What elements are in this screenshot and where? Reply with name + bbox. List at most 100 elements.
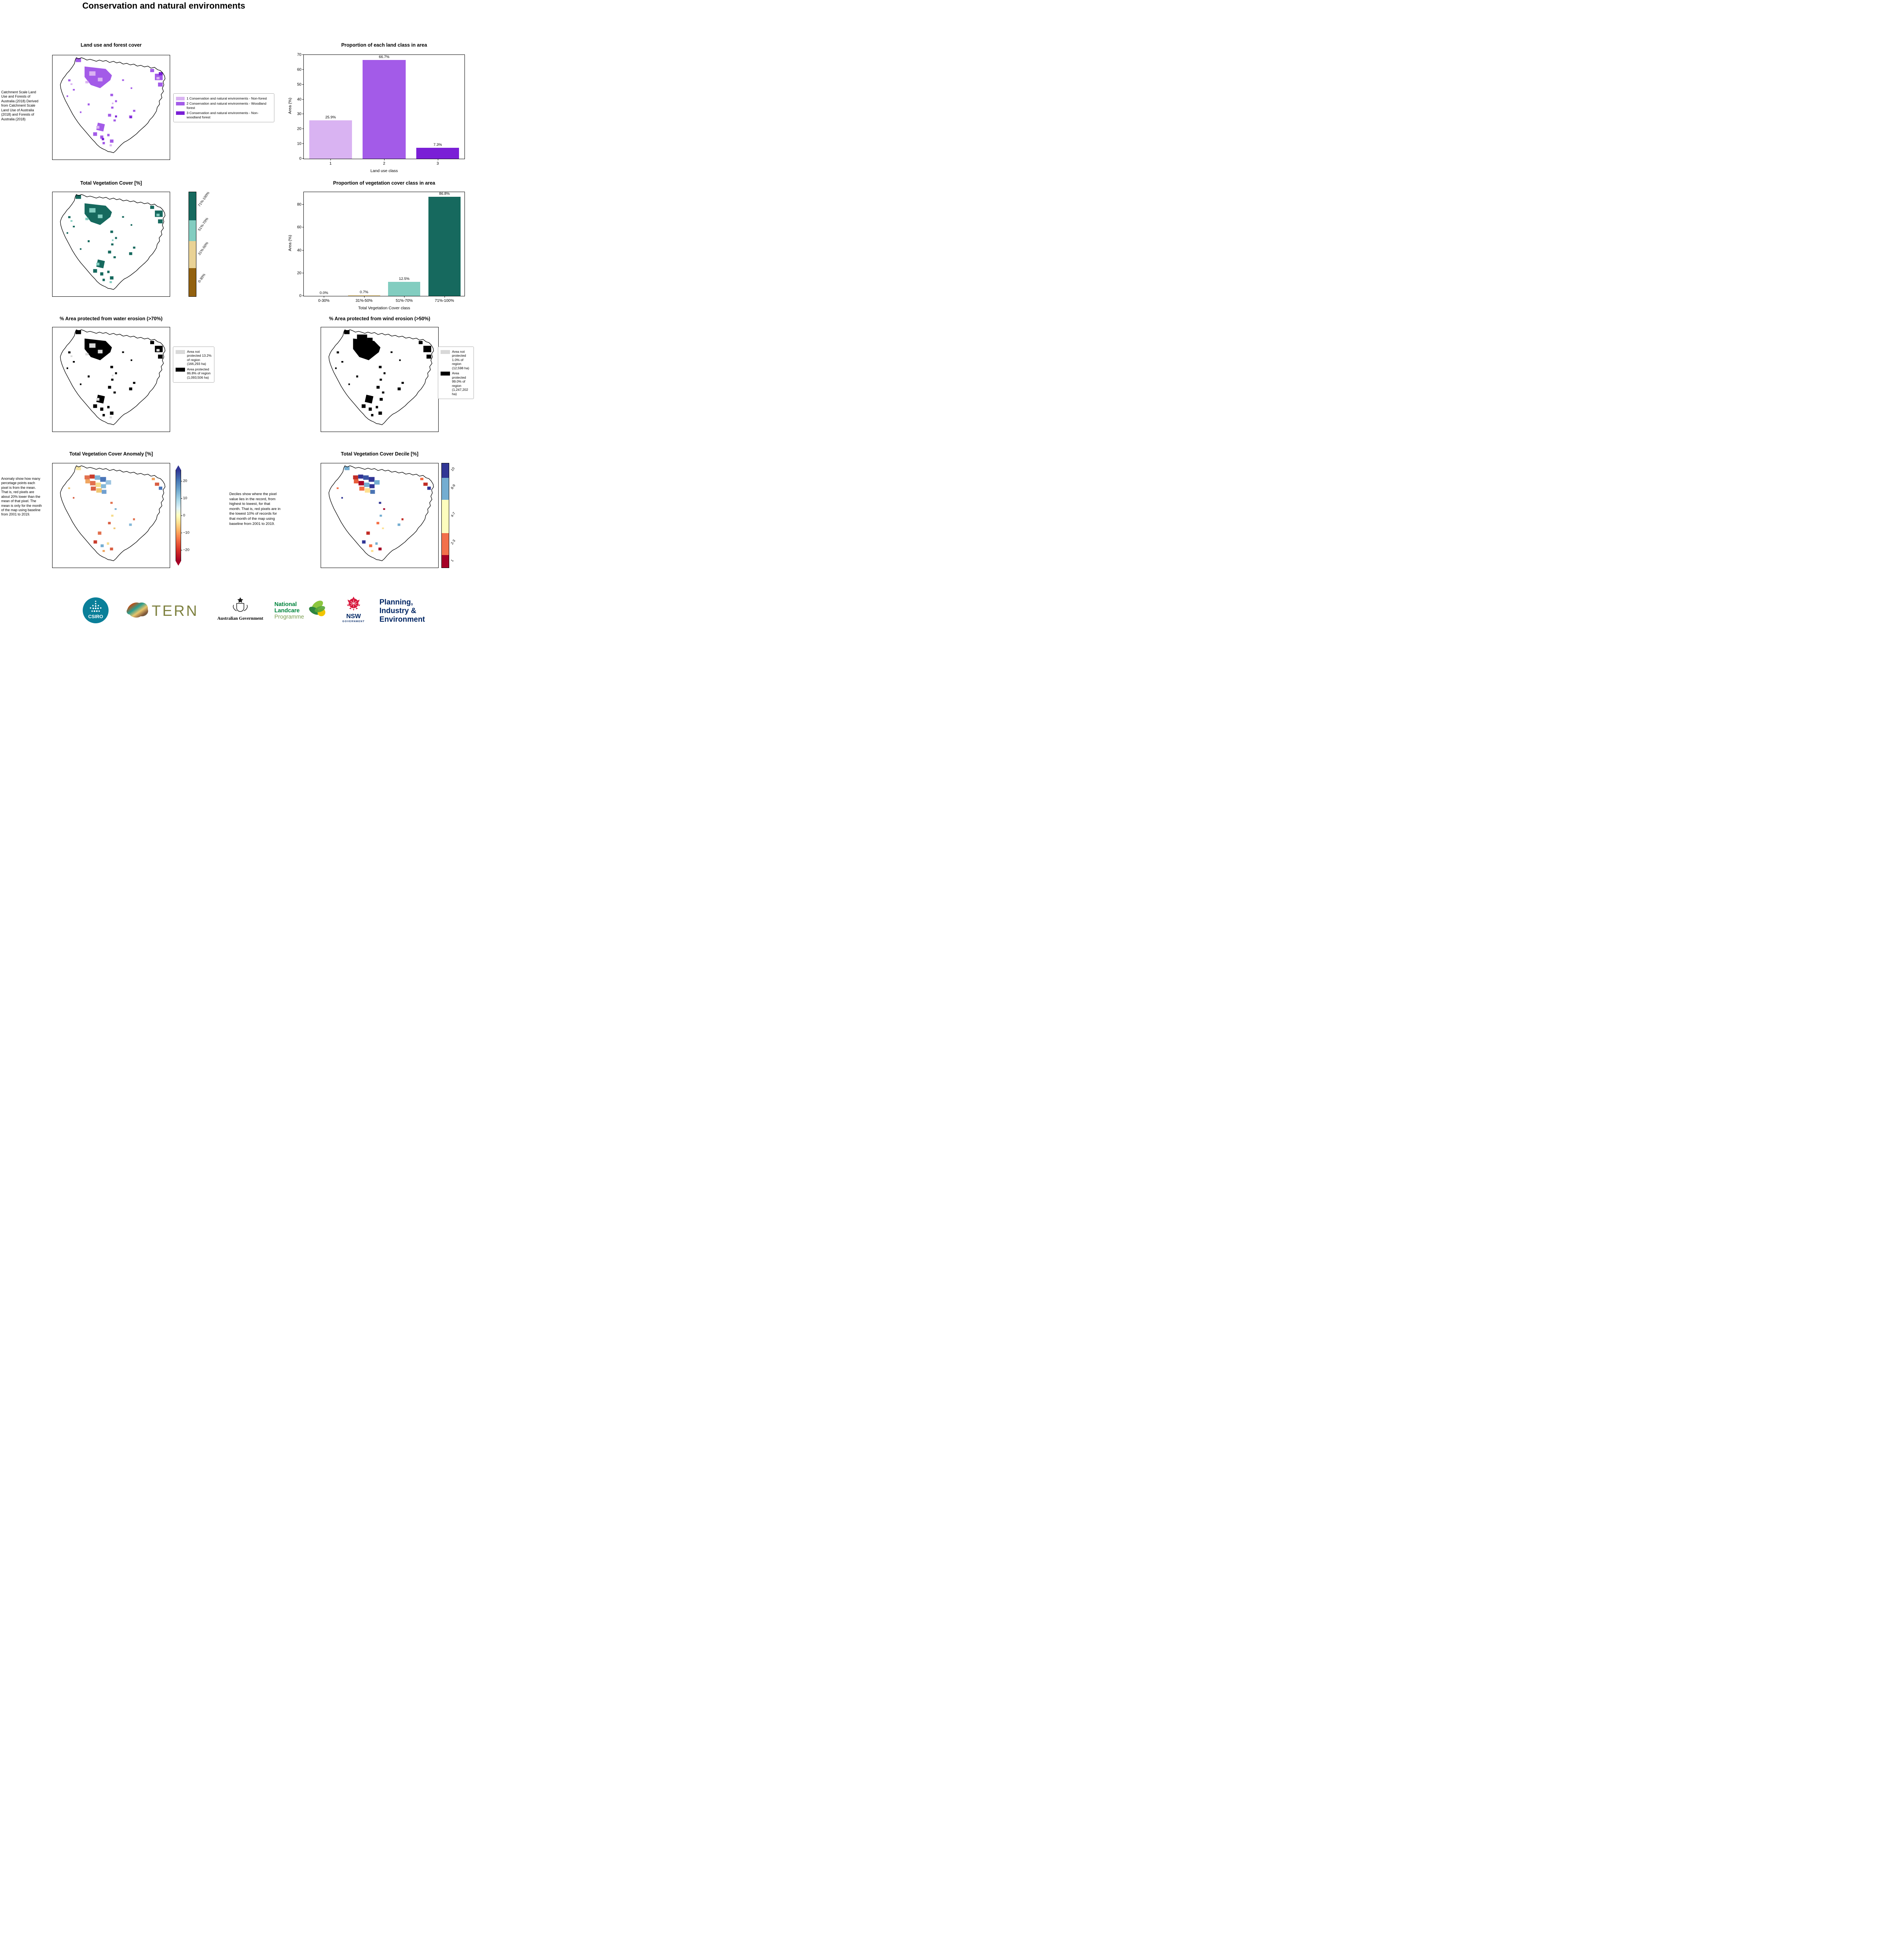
bar-value-label: 25.9% [325, 115, 336, 120]
legend-item: 2 Conservation and natural environments … [176, 102, 272, 110]
y-tick [302, 143, 304, 144]
y-tick-label: 40 [297, 97, 301, 102]
x-tick-label: 0-30% [318, 299, 330, 303]
x-tick-label: 2 [383, 162, 385, 166]
y-tick [302, 99, 304, 100]
bar-2 [363, 60, 406, 159]
bar-71%-100% [428, 197, 461, 296]
catchment-boundary [328, 329, 434, 425]
tern-logo: TERN [124, 599, 199, 624]
veg-cover-map-title: Total Vegetation Cover [%] [80, 180, 142, 186]
land-use-map-canvas [60, 57, 165, 153]
legend-swatch-not-protected [176, 350, 185, 354]
land-use-source-note: Catchment Scale Land Use and Forests of … [1, 90, 38, 121]
y-tick-label: 40 [297, 248, 301, 253]
colorbar-segment [442, 500, 449, 534]
colorbar-tick-label: −20 [183, 548, 190, 552]
tern-wordmark: TERN [152, 603, 198, 619]
wind-protected-extra-patches [357, 334, 383, 401]
legend-item: Area not protected 13.2% of region (166,… [176, 350, 212, 366]
veg-cover-colorbar: 71%-100% 51%-70% 31%-50% 0-30% [189, 191, 210, 297]
legend-label-protected: Area protected 99.0% of region (1,247,20… [452, 371, 468, 396]
decile-map-title: Total Vegetation Cover Decile [%] [341, 451, 419, 457]
legend-item: 3 Conservation and natural environments … [176, 111, 272, 119]
decile-map [321, 463, 439, 568]
colorbar-segment [442, 533, 449, 555]
colorbar-tick [181, 498, 182, 499]
catchment-boundary [60, 194, 165, 290]
colorbar-segment-label: 31%-50% [197, 241, 209, 256]
legend-swatch-woodland-forest [176, 102, 185, 106]
vegclass-chart-title: Proportion of vegetation cover class in … [333, 180, 435, 186]
water-not-protected-patches [70, 343, 160, 419]
colorbar-segment [189, 268, 196, 296]
wind-protected-patches [335, 330, 432, 417]
colorbar-tick-label: −10 [183, 530, 190, 535]
colorbar-arrow-down-icon [176, 561, 181, 566]
bar-value-label: 0.0% [319, 291, 328, 295]
veg-mid-cover-patches [70, 208, 160, 283]
y-tick-label: 0 [299, 294, 301, 298]
legend-swatch-protected [441, 372, 450, 376]
decile-map-canvas [328, 465, 434, 561]
landclass-chart-xlabel: Land use class [370, 169, 398, 173]
land-use-map-title: Land use and forest cover [80, 42, 142, 48]
colorbar-segment [442, 478, 449, 500]
x-tick [384, 159, 385, 160]
legend-swatch-non-woodland-forest [176, 111, 185, 115]
bar-31%-50% [348, 295, 380, 296]
legend-label-protected: Area protected 86.8% of region (1,093,50… [187, 367, 211, 379]
woodland-forest-patches [66, 58, 163, 145]
y-tick [302, 69, 304, 70]
water-erosion-map-canvas [60, 329, 165, 425]
csiro-logo: CSIRO [83, 597, 109, 625]
land-use-legend: 1 Conservation and natural environments … [173, 93, 274, 123]
water-erosion-map-title: % Area protected from water erosion (>70… [60, 316, 163, 321]
legend-item: Area protected 86.8% of region (1,093,50… [176, 367, 212, 379]
y-tick-label: 80 [297, 202, 301, 207]
legend-label-woodland-forest: 2 Conservation and natural environments … [187, 102, 267, 110]
csiro-wordmark: CSIRO [88, 614, 103, 619]
water-erosion-legend: Area not protected 13.2% of region (166,… [173, 347, 214, 383]
colorbar-segment-label: 4-7 [450, 511, 456, 518]
catchment-boundary [60, 329, 165, 425]
non-forest-patches [70, 71, 160, 147]
nsw-wordmark: NSW [346, 613, 361, 620]
vegclass-chart-xlabel: Total Vegetation Cover class [358, 306, 410, 310]
colorbar-segment-label: 71%-100% [197, 191, 210, 207]
wind-erosion-legend: Area not protected 1.0% of region (12,59… [438, 347, 474, 399]
legend-label-non-woodland-forest: 3 Conservation and natural environments … [187, 111, 259, 119]
wind-erosion-map-title: % Area protected from wind erosion (>50%… [329, 316, 430, 321]
catchment-boundary [60, 57, 165, 153]
colorbar-segment [442, 463, 449, 478]
anomaly-map-title: Total Vegetation Cover Anomaly [%] [69, 451, 153, 457]
colorbar-tick-label: 20 [183, 479, 187, 483]
legend-item: Area not protected 1.0% of region (12,59… [441, 350, 471, 370]
y-tick-label: 50 [297, 82, 301, 87]
tern-australia-icon [127, 602, 148, 618]
pie-line-2: Industry & [379, 606, 416, 615]
y-tick-label: 10 [297, 142, 301, 146]
page-title: Conservation and natural environments [82, 1, 245, 11]
anomaly-map [52, 463, 170, 568]
catchment-boundary [328, 465, 434, 561]
colorbar-segment-label: 2-3 [450, 539, 456, 546]
y-tick-label: 60 [297, 225, 301, 230]
bar-value-label: 86.8% [439, 192, 450, 196]
x-tick-label: 51%-70% [396, 299, 413, 303]
y-tick-label: 20 [297, 127, 301, 131]
non-woodland-forest-patches [102, 72, 163, 140]
bar-3 [416, 148, 459, 159]
nlp-line-1: National [274, 601, 297, 608]
y-tick-label: 30 [297, 112, 301, 116]
y-tick [302, 158, 304, 159]
y-tick [302, 54, 304, 55]
legend-swatch-non-forest [176, 97, 185, 100]
x-tick-label: 31%-50% [356, 299, 373, 303]
colorbar-segment-label: 51%-70% [197, 217, 209, 232]
catchment-boundary [60, 465, 165, 561]
colorbar-segment-label: 0-30% [197, 272, 207, 283]
decile-explanation-note: Deciles show where the pixel value lies … [229, 492, 281, 526]
y-tick-label: 70 [297, 53, 301, 57]
y-tick [302, 204, 304, 205]
